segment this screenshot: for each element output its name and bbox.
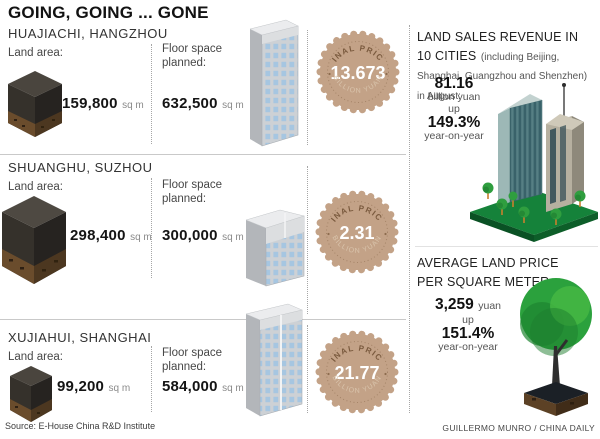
avg-price-title: AVERAGE LAND PRICE PER SQUARE METER: [417, 256, 559, 290]
floor-space-unit: sq m [222, 100, 244, 111]
section-2-floor-space-label: Floor space planned: [162, 179, 223, 206]
revenue-value: 81.16 [434, 75, 474, 92]
final-price-badge: FINAL PRICE 21.77 BILLION YUAN [313, 328, 399, 414]
section-3-land-area-value: 99,200 sq m [57, 378, 130, 396]
right-panel-divider [415, 246, 598, 247]
land-area-unit: sq m [122, 100, 144, 111]
section-1-land-area-label: Land area: [8, 47, 63, 59]
floor-space-number: 584,000 [162, 378, 218, 395]
avg-price-up: up [462, 314, 474, 326]
page-title: GOING, GOING ... GONE [8, 3, 209, 22]
land-area-number: 159,800 [62, 95, 118, 112]
badge-price-value: 13.673 [330, 63, 385, 83]
revenue-title: LAND SALES REVENUE IN 10 CITIES (includi… [417, 27, 595, 104]
section-2-land-area-value: 298,400 sq m [70, 227, 152, 245]
badge-price-value: 21.77 [334, 363, 379, 383]
section-divider [0, 319, 406, 320]
column-divider [151, 346, 152, 412]
city-illustration [470, 83, 598, 242]
final-price-badge: FINAL PRICE 2.31 BILLION YUAN [313, 188, 399, 274]
revenue-up: up [448, 103, 460, 115]
source-note: Source: E-House China R&D Institute [5, 421, 156, 431]
floor-space-number: 632,500 [162, 95, 218, 112]
final-price-badge: FINAL PRICE 13.673 BILLION YUAN [314, 28, 400, 114]
land-cube-icon [10, 366, 52, 422]
section-2-city: SHUANGHU, SUZHOU [8, 160, 153, 175]
section-1-floor-space-value: 632,500 sq m [162, 95, 244, 113]
section-3-land-area-label: Land area: [8, 351, 63, 363]
section-1-city: HUAJIACHI, HANGZHOU [8, 26, 168, 41]
section-3-floor-space-label: Floor space planned: [162, 347, 223, 374]
badge-column-divider [307, 166, 308, 314]
land-area-unit: sq m [130, 232, 152, 243]
badge-price-value: 2.31 [339, 223, 374, 243]
panel-divider [409, 25, 410, 413]
section-divider [0, 154, 406, 155]
avg-price-percent: 151.4% [441, 325, 495, 342]
avg-price-value: 3,259 [434, 296, 474, 313]
revenue-yoy: year-on-year [424, 130, 484, 142]
land-area-number: 298,400 [70, 227, 126, 244]
avg-price-stat: 3,259 yuan up 151.4% year-on-year [418, 296, 518, 354]
badge-column-divider [307, 325, 308, 413]
land-cube-icon [2, 196, 66, 284]
section-3-floor-space-value: 584,000 sq m [162, 378, 244, 396]
land-area-unit: sq m [108, 383, 131, 394]
tree-illustration [520, 278, 592, 416]
land-cube-icon [8, 71, 62, 137]
lawn-trees [482, 182, 586, 225]
column-divider [151, 178, 152, 278]
section-1-land-area-value: 159,800 sq m [62, 95, 144, 113]
land-area-number: 99,200 [57, 378, 105, 395]
revenue-title-main: LAND SALES REVENUE IN 10 CITIES [417, 30, 579, 64]
revenue-unit: billion yuan [427, 91, 481, 103]
avg-price-unit: yuan [478, 300, 502, 312]
revenue-percent: 149.3% [427, 114, 481, 131]
section-2-floor-space-value: 300,000 sq m [162, 227, 244, 245]
avg-price-yoy: year-on-year [438, 341, 498, 353]
section-1-floor-space-label: Floor space planned: [162, 43, 223, 70]
section-3-city: XUJIAHUI, SHANGHAI [8, 330, 152, 345]
tower-illustration [245, 303, 303, 417]
credit-note: GUILLERMO MUNRO / CHINA DAILY [442, 423, 595, 433]
revenue-title-sub: (including Beijing, Shanghai, Guangzhou … [417, 52, 588, 102]
tower-illustration [249, 19, 299, 147]
floor-space-unit: sq m [222, 383, 244, 394]
floor-space-number: 300,000 [162, 227, 218, 244]
tower-illustration [245, 209, 305, 287]
section-2-land-area-label: Land area: [8, 181, 63, 193]
badge-column-divider [307, 30, 308, 145]
revenue-stat: 81.16 billion yuan up 149.3% year-on-yea… [413, 76, 495, 142]
floor-space-unit: sq m [222, 232, 244, 243]
column-divider [151, 44, 152, 144]
